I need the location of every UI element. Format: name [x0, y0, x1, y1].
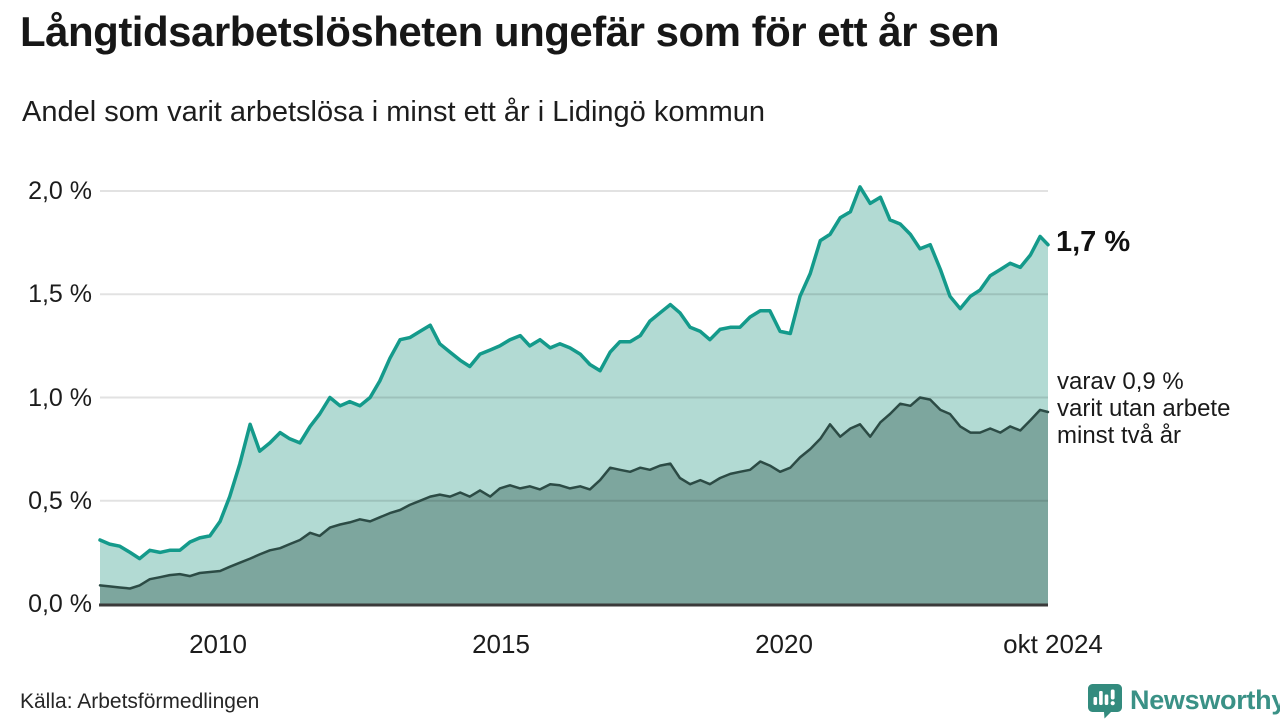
newsworthy-bubble-chart-icon [1087, 683, 1123, 720]
secondary-annotation-line3: minst två år [1057, 422, 1182, 449]
newsworthy-wordmark: Newsworthy [1130, 685, 1280, 715]
page-subtitle: Andel som varit arbetslösa i minst ett å… [22, 96, 766, 128]
y-tick-label: 1,5 % [28, 280, 92, 309]
y-tick-label: 2,0 % [28, 177, 92, 205]
y-tick-label: 0,5 % [28, 486, 92, 515]
y-axis-labels: 2,0 % 1,5 % 1,0 % 0,5 % 0,0 % [0, 0, 100, 720]
series-line-0 [98, 185, 1050, 561]
x-tick-label: 2015 [472, 629, 530, 659]
source-text: Källa: Arbetsförmedlingen [20, 690, 260, 713]
y-tick-label: 0,0 % [28, 590, 92, 618]
x-tick-label: 2020 [755, 629, 813, 659]
secondary-annotation-line2: varit utan arbete [1057, 395, 1231, 422]
y-tick-label: 1,0 % [28, 383, 92, 412]
secondary-annotation-line1: varav 0,9 % [1057, 368, 1184, 395]
page-title: Långtidsarbetslösheten ungefär som för e… [20, 8, 1000, 55]
x-tick-label: 2010 [189, 629, 247, 659]
newsworthy-logo: Newsworthy [1087, 683, 1280, 720]
series-line-1 [98, 396, 1050, 590]
secondary-annotation: varav 0,9 % varit utan arbete minst två … [1057, 368, 1230, 449]
x-tick-label: okt 2024 [1003, 629, 1103, 659]
x-axis-labels: 2010 2015 2020 okt 2024 [0, 629, 1280, 663]
latest-value-annotation: 1,7 % [1056, 226, 1131, 258]
